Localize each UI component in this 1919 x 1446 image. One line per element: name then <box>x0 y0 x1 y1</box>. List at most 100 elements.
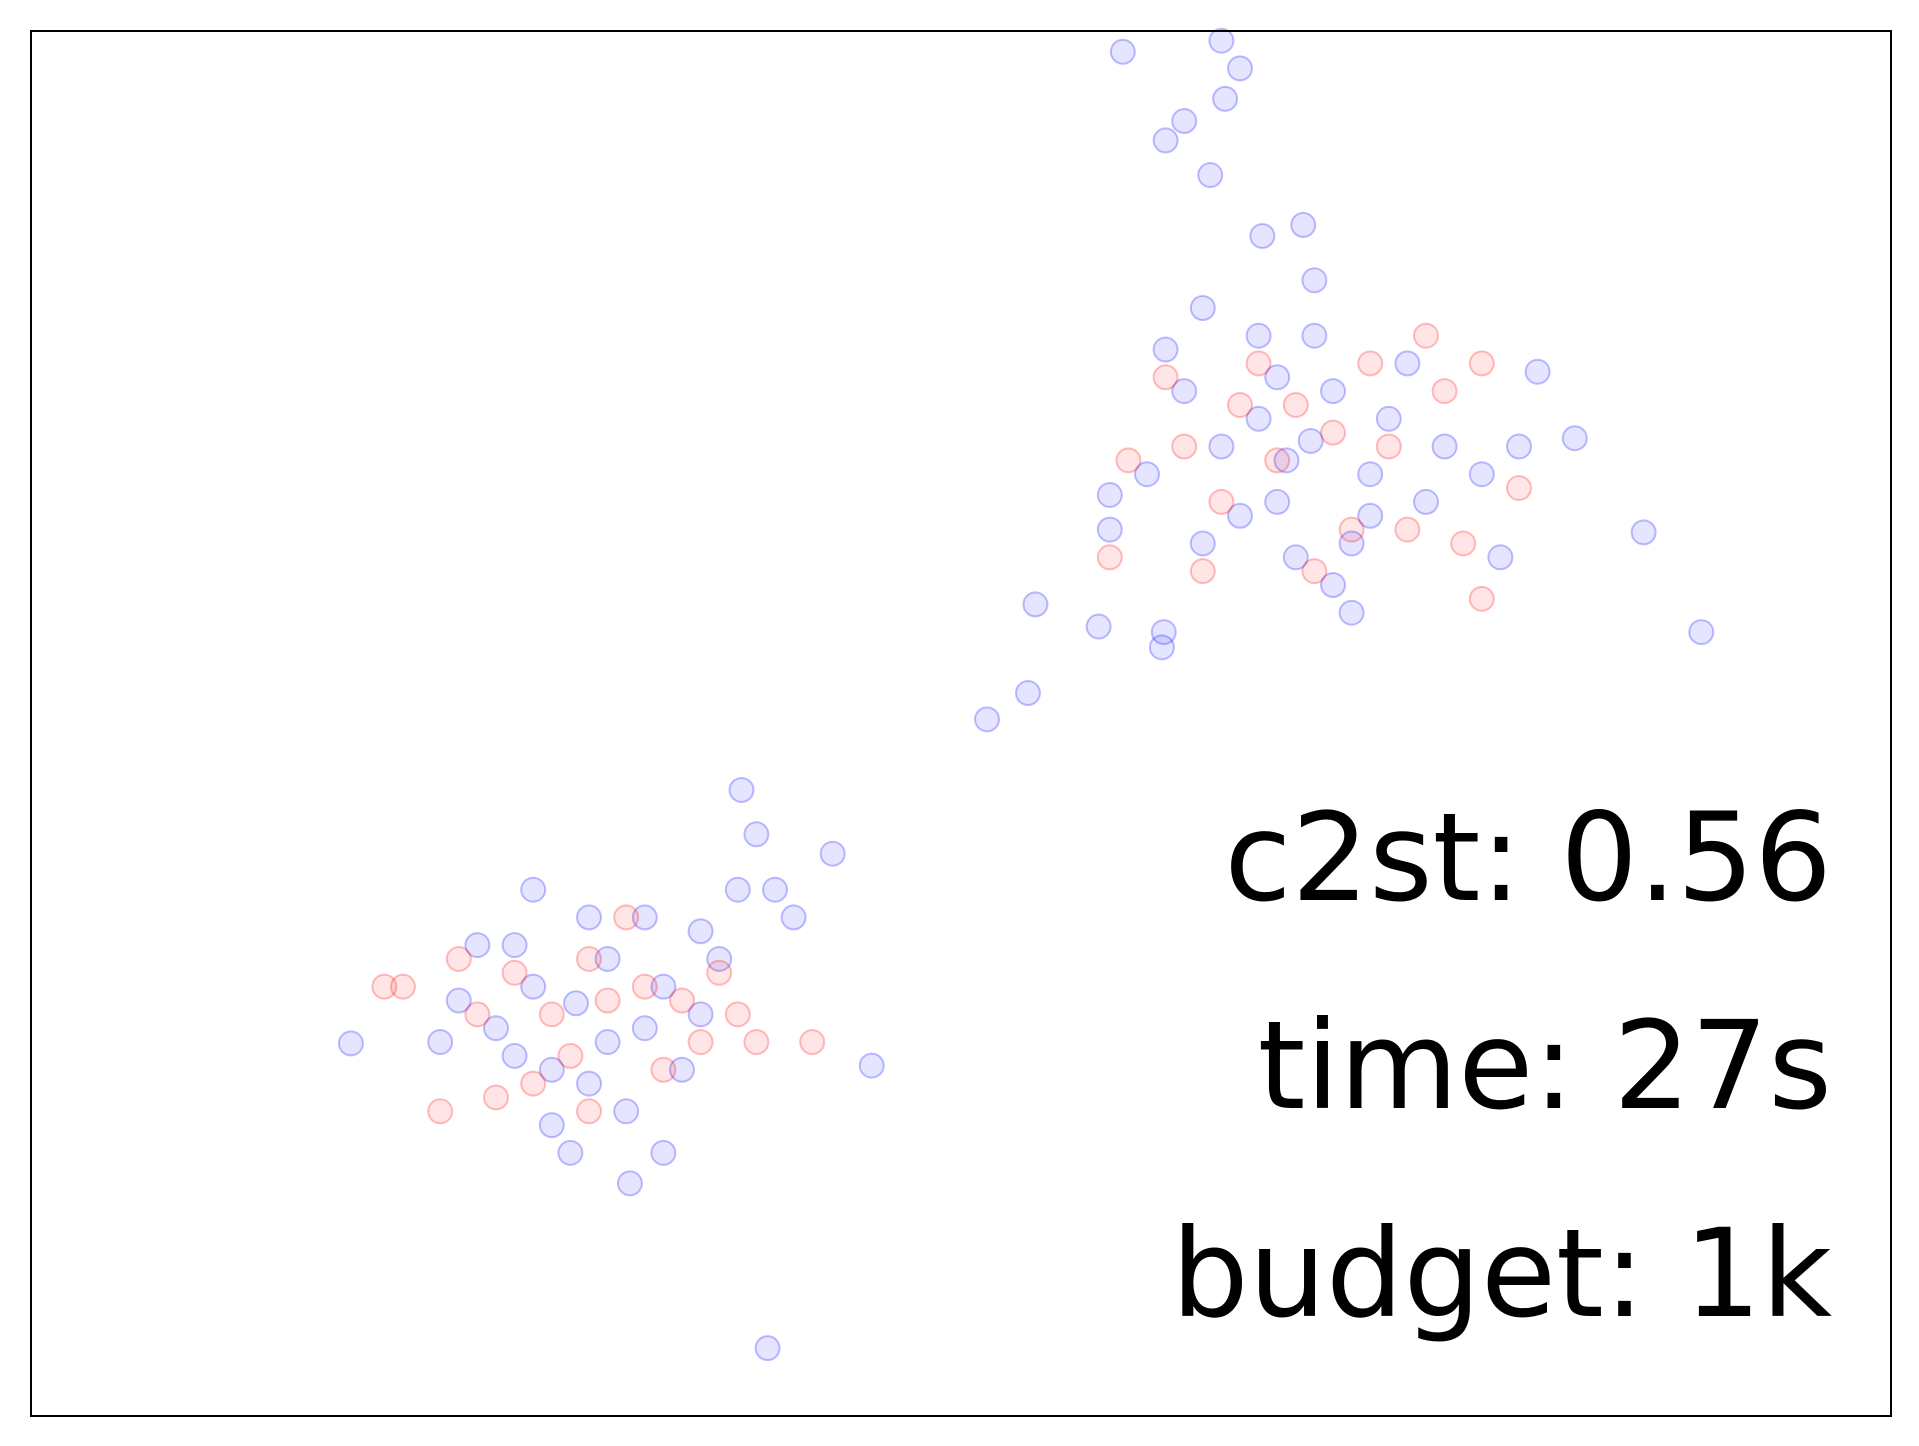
scatter-point <box>483 1015 509 1042</box>
scatter-point <box>557 1139 584 1166</box>
scatter-point <box>1014 680 1041 707</box>
scatter-point <box>1630 519 1657 546</box>
scatter-point <box>1468 461 1495 488</box>
scatter-point <box>1264 488 1291 515</box>
scatter-point <box>1375 405 1402 432</box>
scatter-point <box>1152 364 1179 391</box>
scatter-point <box>1468 350 1495 377</box>
scatter-point <box>1208 433 1235 460</box>
scatter-point <box>1357 461 1384 488</box>
scatter-point <box>576 904 602 931</box>
scatter-point <box>520 973 547 1000</box>
scatter-point <box>669 1056 695 1083</box>
scatter-point <box>754 1335 781 1362</box>
scatter-point <box>427 1029 454 1056</box>
scatter-point <box>1431 378 1458 405</box>
scatter-point <box>1245 350 1272 377</box>
scatter-point <box>390 973 416 1000</box>
scatter-point <box>1297 427 1324 454</box>
scatter-point <box>631 1015 658 1042</box>
scatter-point <box>594 945 621 972</box>
scatter-point <box>1245 405 1272 432</box>
scatter-point <box>464 932 491 959</box>
scatter-point <box>1338 599 1365 626</box>
scatter-point <box>1524 358 1551 385</box>
scatter-point <box>687 918 714 945</box>
scatter-point <box>1506 475 1532 502</box>
scatter-point <box>974 706 1001 733</box>
scatter-point <box>1320 378 1346 405</box>
scatter-point <box>538 1112 565 1139</box>
scatter-point <box>337 1030 364 1057</box>
scatter-point <box>669 987 695 1014</box>
scatter-point <box>1022 591 1049 618</box>
scatter-point <box>1394 350 1421 377</box>
scatter-point <box>1282 544 1309 571</box>
scatter-point <box>427 1098 454 1125</box>
scatter-point <box>687 1029 714 1056</box>
scatter-point <box>445 987 472 1014</box>
plot-frame <box>30 30 1892 1417</box>
scatter-point <box>1282 391 1309 418</box>
scatter-point <box>1468 585 1495 612</box>
scatter-point <box>1189 530 1216 557</box>
scatter-point <box>594 987 621 1014</box>
annotation: budget: 1k <box>1171 1203 1832 1345</box>
scatter-point <box>1152 336 1179 363</box>
scatter-point <box>1273 447 1300 474</box>
scatter-point <box>483 1084 509 1111</box>
scatter-point <box>1487 544 1514 571</box>
scatter-point <box>1264 447 1291 474</box>
scatter-point <box>1189 558 1216 585</box>
scatter-point <box>1171 378 1198 405</box>
scatter-point <box>1227 391 1253 418</box>
scatter-point <box>445 945 472 972</box>
scatter-point <box>724 1001 751 1028</box>
scatter-point <box>1357 502 1384 529</box>
scatter-point <box>1212 85 1239 112</box>
scatter-point <box>1208 488 1235 515</box>
scatter-point <box>706 959 733 986</box>
scatter-point <box>1227 502 1253 529</box>
scatter-point <box>576 945 602 972</box>
scatter-point <box>613 1098 640 1125</box>
scatter-point <box>464 1001 491 1028</box>
scatter-point <box>520 876 547 903</box>
scatter-point <box>650 973 677 1000</box>
scatter-point <box>706 945 733 972</box>
scatter-point <box>631 904 658 931</box>
scatter-point <box>1115 447 1142 474</box>
scatter-point <box>743 1029 770 1056</box>
scatter-point <box>501 959 528 986</box>
scatter-point <box>1413 322 1439 349</box>
scatter-point <box>1338 530 1365 557</box>
scatter-point <box>576 1098 602 1125</box>
scatter-point <box>1171 108 1198 135</box>
scatter-point <box>1290 211 1317 238</box>
scatter-point <box>576 1070 602 1097</box>
scatter-point <box>1245 322 1272 349</box>
scatter-point <box>1152 127 1179 154</box>
scatter-point <box>1413 488 1439 515</box>
annotation: time: 27s <box>1258 995 1832 1137</box>
scatter-point <box>538 1056 565 1083</box>
scatter-point <box>1506 433 1532 460</box>
scatter-point <box>1301 267 1328 294</box>
scatter-point <box>687 1001 714 1028</box>
scatter-point <box>1150 619 1177 646</box>
scatter-point <box>616 1170 643 1197</box>
scatter-point <box>799 1029 826 1056</box>
scatter-point <box>501 1042 528 1069</box>
scatter-point <box>501 932 528 959</box>
scatter-point <box>1148 634 1175 661</box>
scatter-point <box>1096 516 1123 543</box>
scatter-point <box>819 840 846 867</box>
scatter-point <box>594 1029 621 1056</box>
scatter-point <box>1450 530 1477 557</box>
scatter-point <box>520 1070 547 1097</box>
scatter-point <box>1109 38 1136 65</box>
scatter-point <box>1197 162 1224 189</box>
scatter-point <box>780 904 807 931</box>
scatter-point <box>724 876 751 903</box>
